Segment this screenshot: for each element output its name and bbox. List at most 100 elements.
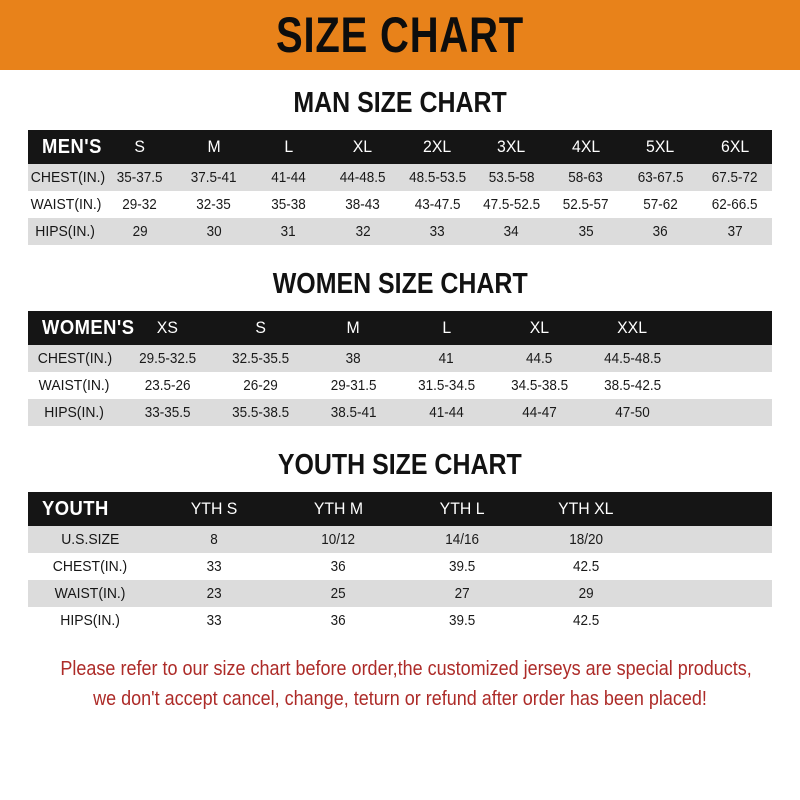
table-cell: 43-47.5 bbox=[399, 191, 475, 218]
youth-row-label-hips: HIPS(IN.) bbox=[28, 607, 152, 634]
table-cell-empty bbox=[648, 607, 772, 634]
men-header-label-text: MEN'S bbox=[42, 135, 102, 158]
table-cell-empty bbox=[679, 399, 772, 426]
table-cell: 44-47 bbox=[493, 399, 586, 426]
table-row: CHEST(IN.) 35-37.5 37.5-41 41-44 44-48.5… bbox=[28, 164, 772, 191]
women-size-3: L bbox=[442, 318, 451, 337]
youth-section-title: YOUTH SIZE CHART bbox=[28, 450, 772, 480]
table-cell: 47.5-52.5 bbox=[474, 191, 549, 218]
table-cell: 52.5-57 bbox=[548, 191, 624, 218]
women-size-col-4: XL bbox=[493, 311, 586, 345]
table-cell-empty bbox=[679, 372, 772, 399]
youth-section-title-text: YOUTH SIZE CHART bbox=[278, 449, 522, 481]
disclaimer-line-1-text: Please refer to our size chart before or… bbox=[60, 658, 752, 680]
men-size-col-7: 5XL bbox=[623, 130, 698, 164]
youth-size-1: YTH M bbox=[313, 499, 363, 518]
table-cell: 67.5-72 bbox=[697, 164, 772, 191]
table-cell: 35 bbox=[548, 218, 624, 245]
women-size-0: XS bbox=[156, 318, 179, 337]
men-size-4: 2XL bbox=[423, 137, 452, 156]
spacer-men-women bbox=[0, 245, 800, 269]
table-cell: 34 bbox=[474, 218, 549, 245]
table-cell: 32-35 bbox=[176, 191, 252, 218]
men-header-label: MEN'S bbox=[28, 130, 103, 164]
table-cell: 30 bbox=[176, 218, 252, 245]
table-cell: 42.5 bbox=[524, 607, 648, 634]
women-row-label-waist: WAIST(IN.) bbox=[28, 372, 121, 399]
table-cell: 37 bbox=[697, 218, 772, 245]
women-size-table: WOMEN'S XS S M L XL XXL CHEST(IN.) 29.5-… bbox=[28, 311, 772, 426]
table-cell: 63-67.5 bbox=[623, 164, 698, 191]
women-size-5: XXL bbox=[617, 318, 648, 337]
youth-row-label-chest: CHEST(IN.) bbox=[28, 553, 152, 580]
table-cell: 36 bbox=[623, 218, 698, 245]
men-size-col-4: 2XL bbox=[399, 130, 475, 164]
table-row: HIPS(IN.) 33 36 39.5 42.5 bbox=[28, 607, 772, 634]
spacer-youth-note bbox=[0, 634, 800, 654]
spacer-banner-man bbox=[0, 70, 800, 88]
table-cell: 41 bbox=[400, 345, 493, 372]
table-cell: 41-44 bbox=[251, 164, 326, 191]
table-cell: 29-31.5 bbox=[307, 372, 400, 399]
table-cell: 10/12 bbox=[276, 526, 400, 553]
table-cell-empty bbox=[648, 553, 772, 580]
table-cell: 32.5-35.5 bbox=[214, 345, 307, 372]
women-size-2: M bbox=[346, 318, 361, 337]
table-cell: 18/20 bbox=[524, 526, 648, 553]
table-cell: 29 bbox=[524, 580, 648, 607]
men-table-body: MEN'S S M L XL 2XL 3XL 4XL 5XL 6XL CHEST… bbox=[28, 130, 772, 245]
table-cell: 33-35.5 bbox=[121, 399, 214, 426]
women-size-4: XL bbox=[529, 318, 550, 337]
men-size-2: L bbox=[283, 137, 293, 156]
table-cell: 33 bbox=[152, 607, 276, 634]
table-cell: 35-38 bbox=[251, 191, 326, 218]
table-cell: 36 bbox=[276, 553, 400, 580]
youth-header-label: YOUTH bbox=[28, 492, 152, 526]
table-cell: 38 bbox=[307, 345, 400, 372]
table-row: U.S.SIZE 8 10/12 14/16 18/20 bbox=[28, 526, 772, 553]
women-size-col-1: S bbox=[214, 311, 307, 345]
men-size-1: M bbox=[207, 137, 221, 156]
disclaimer-line-1: Please refer to our size chart before or… bbox=[22, 654, 778, 684]
table-cell: 38-43 bbox=[325, 191, 400, 218]
women-size-col-empty bbox=[679, 311, 772, 345]
men-row-label-hips: HIPS(IN.) bbox=[28, 218, 103, 245]
youth-table-body: YOUTH YTH S YTH M YTH L YTH XL U.S.SIZE … bbox=[28, 492, 772, 634]
table-cell: 58-63 bbox=[548, 164, 624, 191]
table-cell: 32 bbox=[325, 218, 400, 245]
table-cell: 31 bbox=[251, 218, 326, 245]
women-size-col-5: XXL bbox=[586, 311, 679, 345]
disclaimer-line-2-text: we don't accept cancel, change, teturn o… bbox=[93, 688, 707, 710]
women-section: WOMEN SIZE CHART WOMEN'S XS S M L XL XXL… bbox=[0, 269, 800, 426]
women-size-col-0: XS bbox=[121, 311, 214, 345]
men-header-row: MEN'S S M L XL 2XL 3XL 4XL 5XL 6XL bbox=[28, 130, 772, 164]
table-cell: 23 bbox=[152, 580, 276, 607]
table-cell: 36 bbox=[276, 607, 400, 634]
table-cell-empty bbox=[648, 580, 772, 607]
men-size-6: 4XL bbox=[571, 137, 600, 156]
women-row-label-chest: CHEST(IN.) bbox=[28, 345, 121, 372]
table-cell-empty bbox=[679, 345, 772, 372]
women-section-title: WOMEN SIZE CHART bbox=[28, 269, 772, 299]
spacer-men-title-table bbox=[28, 118, 772, 130]
men-size-8: 6XL bbox=[720, 137, 749, 156]
table-cell: 38.5-41 bbox=[307, 399, 400, 426]
table-cell: 35.5-38.5 bbox=[214, 399, 307, 426]
table-cell: 34.5-38.5 bbox=[493, 372, 586, 399]
banner: SIZE CHART bbox=[0, 0, 800, 70]
table-cell: 25 bbox=[276, 580, 400, 607]
men-size-3: XL bbox=[353, 137, 373, 156]
table-cell: 35-37.5 bbox=[102, 164, 177, 191]
youth-row-label-waist: WAIST(IN.) bbox=[28, 580, 152, 607]
men-size-col-0: S bbox=[102, 130, 177, 164]
table-row: CHEST(IN.) 29.5-32.5 32.5-35.5 38 41 44.… bbox=[28, 345, 772, 372]
table-row: WAIST(IN.) 29-32 32-35 35-38 38-43 43-47… bbox=[28, 191, 772, 218]
table-row: CHEST(IN.) 33 36 39.5 42.5 bbox=[28, 553, 772, 580]
youth-size-col-1: YTH M bbox=[276, 492, 400, 526]
men-section-title: MAN SIZE CHART bbox=[28, 88, 772, 118]
men-size-table: MEN'S S M L XL 2XL 3XL 4XL 5XL 6XL CHEST… bbox=[28, 130, 772, 245]
men-size-col-3: XL bbox=[325, 130, 400, 164]
table-cell: 33 bbox=[399, 218, 475, 245]
spacer-youth-title-table bbox=[28, 480, 772, 492]
table-cell: 42.5 bbox=[524, 553, 648, 580]
